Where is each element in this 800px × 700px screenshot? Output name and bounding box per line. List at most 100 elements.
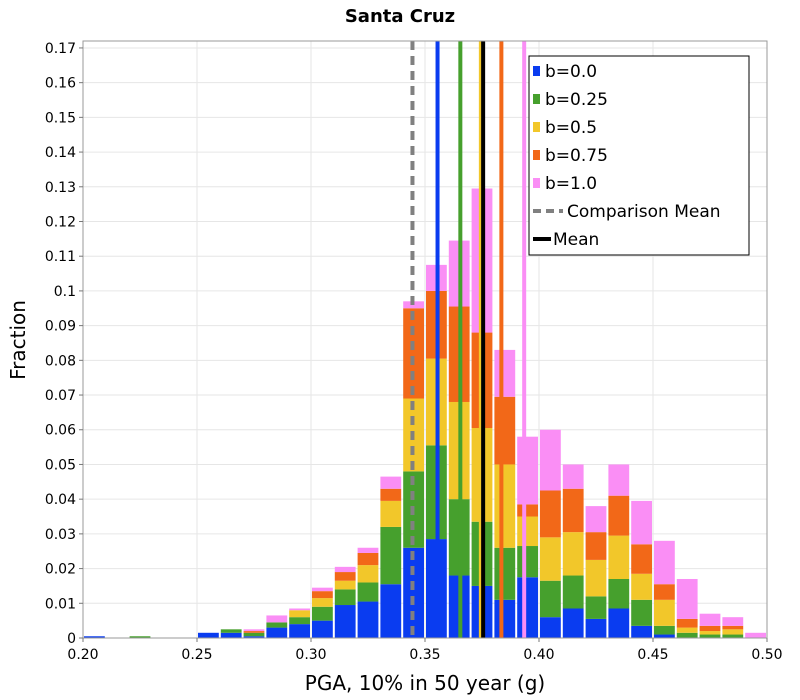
x-tick-label: 0.50 <box>751 647 782 663</box>
bar-segment-b-0-0 <box>494 599 516 638</box>
bar-segment-b-0-0 <box>517 577 538 638</box>
bar-segment-b-0-0 <box>562 608 584 638</box>
bar-segment-b-0-75 <box>722 625 744 630</box>
bar-segment-b-0-0 <box>289 624 310 638</box>
bar-segment-b-1-0 <box>631 500 652 545</box>
x-axis-title: PGA, 10% in 50 year (g) <box>305 671 545 695</box>
bar-segment-b-0-0 <box>654 634 675 638</box>
y-tick-label: 0.06 <box>45 423 76 439</box>
bar-segment-b-0-0 <box>198 632 219 638</box>
legend-label: b=0.75 <box>545 146 608 166</box>
bar-segment-b-1-0 <box>494 349 516 397</box>
bar-segment-b-0-75 <box>334 572 356 581</box>
legend-label: b=0.25 <box>545 90 608 110</box>
bar-segment-b-0-25 <box>494 547 516 600</box>
bar-segment-b-0-5 <box>585 559 607 597</box>
y-tick-label: 0.04 <box>45 492 76 508</box>
bar-segment-b-0-75 <box>494 396 516 465</box>
bar-segment-b-0-5 <box>722 629 744 635</box>
y-tick-label: 0.05 <box>45 457 76 473</box>
bar-segment-b-0-0 <box>312 620 333 638</box>
x-tick-label: 0.20 <box>67 647 98 663</box>
bar-segment-b-0-5 <box>334 580 356 590</box>
bar-segment-b-0-75 <box>562 488 584 533</box>
bar-segment-b-1-0 <box>745 632 766 638</box>
bar-segment-b-0-25 <box>243 632 265 637</box>
legend-swatch <box>533 178 540 188</box>
y-tick-label: 0.03 <box>45 527 76 543</box>
bar-segment-b-0-5 <box>562 532 584 576</box>
bar-segment-b-0-5 <box>608 535 630 579</box>
y-tick-label: 0.17 <box>45 41 76 57</box>
bar-segment-b-0-0 <box>243 636 265 638</box>
bar-segment-b-0-25 <box>585 596 607 619</box>
bar-segment-b-1-0 <box>540 429 561 491</box>
bar-segment-b-0-75 <box>540 490 561 538</box>
bar-segment-b-0-75 <box>699 625 721 632</box>
bar-segment-b-0-0 <box>84 636 105 638</box>
bar-segment-b-0-75 <box>357 552 379 566</box>
bar-segment-b-0-0 <box>334 605 356 638</box>
bar-segment-b-1-0 <box>357 547 379 553</box>
legend-label: b=1.0 <box>545 174 597 194</box>
bar-segment-b-0-25 <box>129 636 151 638</box>
y-tick-label: 0.14 <box>45 145 76 161</box>
bar-segment-b-0-25 <box>220 629 242 633</box>
y-tick-label: 0 <box>67 631 76 647</box>
bar-segment-b-1-0 <box>380 476 402 489</box>
bar-segment-b-0-25 <box>517 546 538 578</box>
bar-segment-b-0-5 <box>289 610 310 618</box>
chart-title: Santa Cruz <box>345 6 455 27</box>
bar-segment-b-0-75 <box>380 488 402 501</box>
y-tick-label: 0.02 <box>45 562 76 578</box>
bar-segment-b-0-25 <box>357 582 379 602</box>
bar-segment-b-0-0 <box>380 584 402 638</box>
bar-segment-b-0-5 <box>654 599 675 626</box>
y-tick-label: 0.11 <box>45 249 76 265</box>
legend-swatch <box>533 150 540 160</box>
bar-segment-b-0-5 <box>676 627 698 633</box>
bar-segment-b-0-75 <box>608 495 630 536</box>
bar-segment-b-0-25 <box>608 578 630 609</box>
bar-segment-b-0-5 <box>380 500 402 527</box>
x-tick-label: 0.40 <box>523 647 554 663</box>
legend-swatch <box>533 94 540 104</box>
bar-segment-b-1-0 <box>517 436 538 505</box>
y-axis-title: Fraction <box>6 300 30 380</box>
mean-lines <box>410 41 527 638</box>
bar-segment-b-0-75 <box>585 532 607 560</box>
y-tick-label: 0.08 <box>45 353 76 369</box>
y-tick-label: 0.12 <box>45 214 76 230</box>
x-tick-label: 0.25 <box>181 647 212 663</box>
bar-segment-b-1-0 <box>312 587 333 592</box>
bar-segment-b-1-0 <box>243 629 265 632</box>
bar-segment-b-0-5 <box>312 598 333 607</box>
bar-segment-b-0-0 <box>220 632 242 638</box>
bar-segment-b-0-25 <box>334 589 356 606</box>
legend-label: b=0.5 <box>545 118 597 138</box>
y-tick-label: 0.13 <box>45 180 76 196</box>
bar-segment-b-0-75 <box>631 544 652 574</box>
bar-segment-b-0-5 <box>494 464 516 548</box>
bar-segment-b-0-25 <box>380 526 402 585</box>
bar-segment-b-1-0 <box>608 464 630 496</box>
x-tick-label: 0.30 <box>295 647 326 663</box>
bar-segment-b-0-25 <box>631 599 652 626</box>
bar-segment-b-0-5 <box>540 537 561 581</box>
x-axis-ticks: 0.20 0.25 0.30 0.35 0.40 0.45 0.50 <box>67 638 783 663</box>
bar-segment-b-0-25 <box>540 580 561 618</box>
y-tick-label: 0.07 <box>45 388 76 404</box>
x-tick-label: 0.45 <box>637 647 668 663</box>
bar-segment-b-1-0 <box>334 566 356 573</box>
legend-label: b=0.0 <box>545 62 597 82</box>
bar-segment-b-0-75 <box>654 584 675 600</box>
bar-segment-b-0-25 <box>312 606 333 621</box>
y-tick-label: 0.15 <box>45 110 76 126</box>
legend-box <box>528 55 750 256</box>
bar-segment-b-0-5 <box>631 573 652 600</box>
bar-segment-b-0-75 <box>517 504 538 517</box>
bar-segment-b-1-0 <box>585 506 607 533</box>
bar-segment-b-0-0 <box>608 608 630 638</box>
bar-segment-b-0-0 <box>403 547 424 638</box>
